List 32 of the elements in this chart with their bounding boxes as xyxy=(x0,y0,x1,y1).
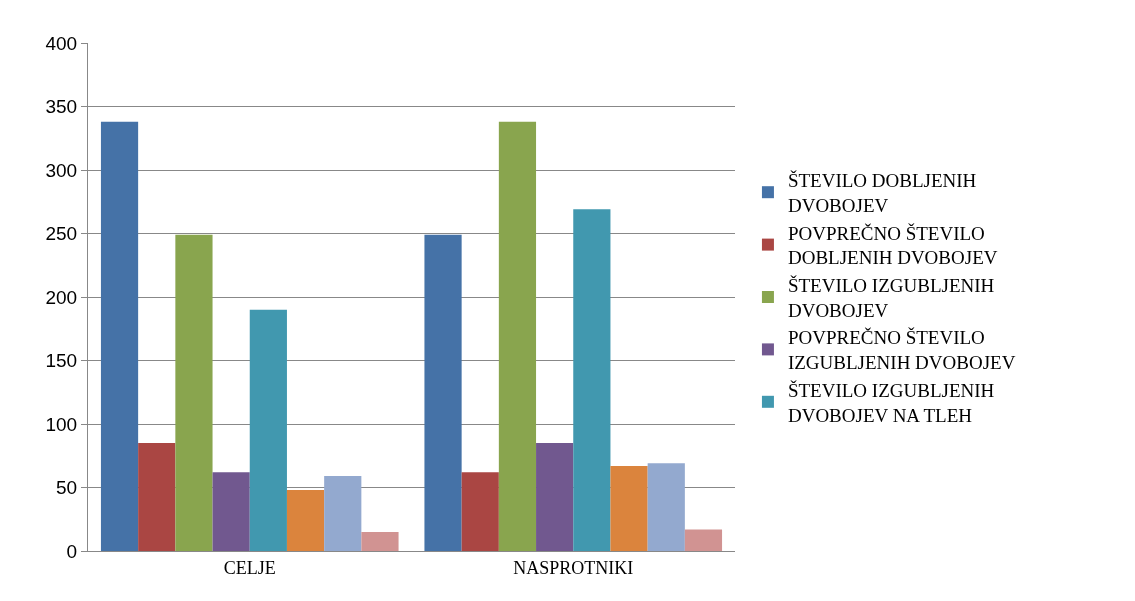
bar xyxy=(324,476,362,551)
x-tick-label: CELJE xyxy=(223,557,276,578)
bar xyxy=(498,121,537,551)
legend-label: ŠTEVILO IZGUBLJENIH DVOBOJEV NA TLEH xyxy=(787,379,995,426)
legend-label: ŠTEVILO DOBLJENIH DVOBOJEV xyxy=(787,170,977,216)
legend-label: ŠTEVILO IZGUBLJENIH DVOBOJEV xyxy=(787,275,995,321)
bar xyxy=(536,443,574,551)
legend-label: POVPREČNO ŠTEVILO DOBLJENIH DVOBOJEV xyxy=(787,222,998,269)
bar xyxy=(100,121,139,551)
legend-label: POVPREČNO ŠTEVILO IZGUBLJENIH DVOBOJEV xyxy=(787,327,1016,374)
bar xyxy=(573,209,611,551)
bar xyxy=(138,443,176,551)
bar xyxy=(647,463,685,551)
y-tick-label: 400 xyxy=(45,32,78,54)
y-tick-label: 50 xyxy=(56,477,78,499)
bar xyxy=(361,531,399,551)
bar xyxy=(249,309,287,551)
y-tick-label: 0 xyxy=(66,540,78,562)
bar xyxy=(610,465,648,551)
y-tick-label: 350 xyxy=(45,96,78,118)
bar xyxy=(212,472,250,551)
y-tick-label: 250 xyxy=(45,223,78,245)
bar xyxy=(424,234,462,551)
y-tick-label: 100 xyxy=(45,413,78,435)
y-tick-label: 300 xyxy=(45,159,78,181)
y-tick-label: 200 xyxy=(45,286,78,308)
bar xyxy=(286,490,325,551)
bar xyxy=(175,234,213,551)
bar xyxy=(684,529,723,551)
x-tick-label: NASPROTNIKI xyxy=(513,557,634,578)
bar xyxy=(461,472,499,551)
y-tick-label: 150 xyxy=(45,350,78,372)
